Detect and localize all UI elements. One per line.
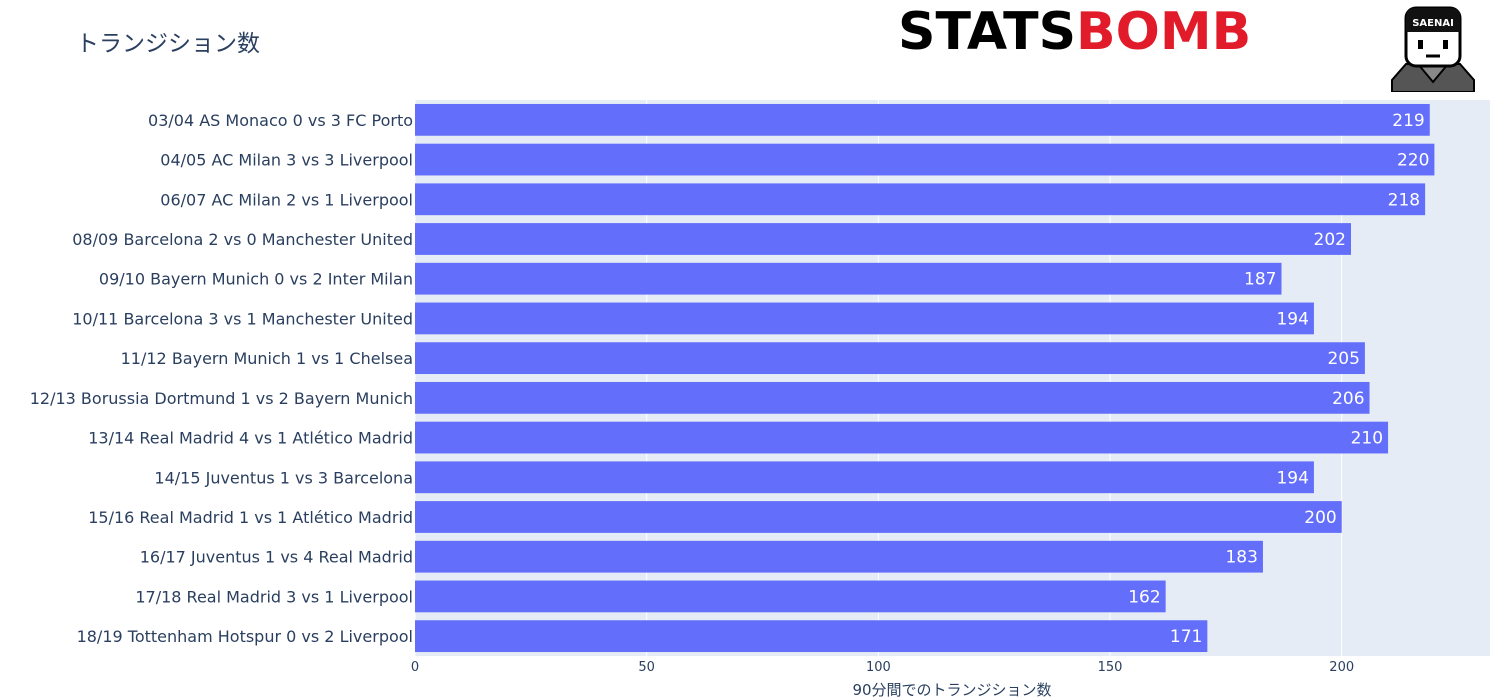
y-tick-label: 06/07 AC Milan 2 vs 1 Liverpool xyxy=(160,190,413,209)
y-tick-label: 09/10 Bayern Munich 0 vs 2 Inter Milan xyxy=(99,270,413,289)
x-tick-label: 150 xyxy=(1098,660,1123,675)
bar xyxy=(415,262,1282,295)
statsbomb-logo-stats: STATS xyxy=(898,2,1077,62)
bar-value-label: 183 xyxy=(1225,548,1257,568)
bar xyxy=(415,501,1342,533)
bar xyxy=(415,183,1426,216)
y-tick-label: 03/04 AS Monaco 0 vs 3 FC Porto xyxy=(148,111,413,130)
x-tick-label: 100 xyxy=(866,660,891,675)
bar-value-label: 194 xyxy=(1276,309,1308,329)
statsbomb-logo-bomb: BOMB xyxy=(1076,2,1252,62)
y-tick-label: 13/14 Real Madrid 4 vs 1 Atlético Madrid xyxy=(88,429,413,448)
bar xyxy=(415,143,1435,176)
bar-value-label: 162 xyxy=(1128,587,1160,607)
bar-value-label: 200 xyxy=(1304,508,1336,528)
bar-value-label: 220 xyxy=(1397,151,1429,171)
y-tick-label: 12/13 Borussia Dortmund 1 vs 2 Bayern Mu… xyxy=(30,389,413,408)
x-tick-labels: 0 50 100 150 200 xyxy=(411,660,1354,675)
bar xyxy=(415,302,1314,335)
y-tick-label: 08/09 Barcelona 2 vs 0 Manchester United xyxy=(72,230,413,249)
saenai-logo-text: SAENAI xyxy=(1412,18,1454,29)
x-tick-label: 200 xyxy=(1329,660,1354,675)
bar-value-label: 210 xyxy=(1351,429,1383,449)
chart-title: トランジション数 xyxy=(76,31,260,57)
bar xyxy=(415,540,1263,573)
bar-value-label: 205 xyxy=(1327,349,1359,369)
saenai-logo: SAENAI xyxy=(1391,6,1475,92)
x-axis-label: 90分間でのトランジション数 xyxy=(852,681,1052,699)
bar-value-label: 194 xyxy=(1276,468,1308,488)
bar-value-label: 219 xyxy=(1392,111,1424,131)
y-tick-label: 11/12 Bayern Munich 1 vs 1 Chelsea xyxy=(121,349,413,368)
bar xyxy=(415,381,1370,414)
bar-value-label: 218 xyxy=(1388,190,1420,210)
y-tick-label: 04/05 AC Milan 3 vs 3 Liverpool xyxy=(160,151,413,170)
bar xyxy=(415,223,1351,255)
y-tick-label: 18/19 Tottenham Hotspur 0 vs 2 Liverpool xyxy=(77,627,413,646)
bar-value-label: 202 xyxy=(1314,230,1346,250)
bar-value-label: 187 xyxy=(1244,270,1276,290)
y-tick-label: 15/16 Real Madrid 1 vs 1 Atlético Madrid xyxy=(88,508,413,527)
statsbomb-logo: STATSBOMB xyxy=(898,4,1251,60)
bar-labels: 2192202182021871942052062101942001831621… xyxy=(1128,111,1429,647)
bar xyxy=(415,461,1314,494)
bar-value-label: 171 xyxy=(1170,627,1202,647)
y-tick-labels: 03/04 AS Monaco 0 vs 3 FC Porto 04/05 AC … xyxy=(30,111,413,646)
bar xyxy=(415,421,1389,454)
bar xyxy=(415,620,1208,653)
y-tick-label: 14/15 Juventus 1 vs 3 Barcelona xyxy=(154,468,413,487)
y-tick-label: 10/11 Barcelona 3 vs 1 Manchester United xyxy=(72,309,413,328)
bars xyxy=(415,103,1435,653)
y-tick-label: 17/18 Real Madrid 3 vs 1 Liverpool xyxy=(135,587,413,606)
bar xyxy=(415,342,1365,375)
bar xyxy=(415,103,1430,136)
y-tick-label: 16/17 Juventus 1 vs 4 Real Madrid xyxy=(140,548,413,567)
bar-value-label: 206 xyxy=(1332,389,1364,409)
x-tick-label: 50 xyxy=(638,660,655,675)
x-tick-label: 0 xyxy=(411,660,419,675)
bar xyxy=(415,580,1166,613)
